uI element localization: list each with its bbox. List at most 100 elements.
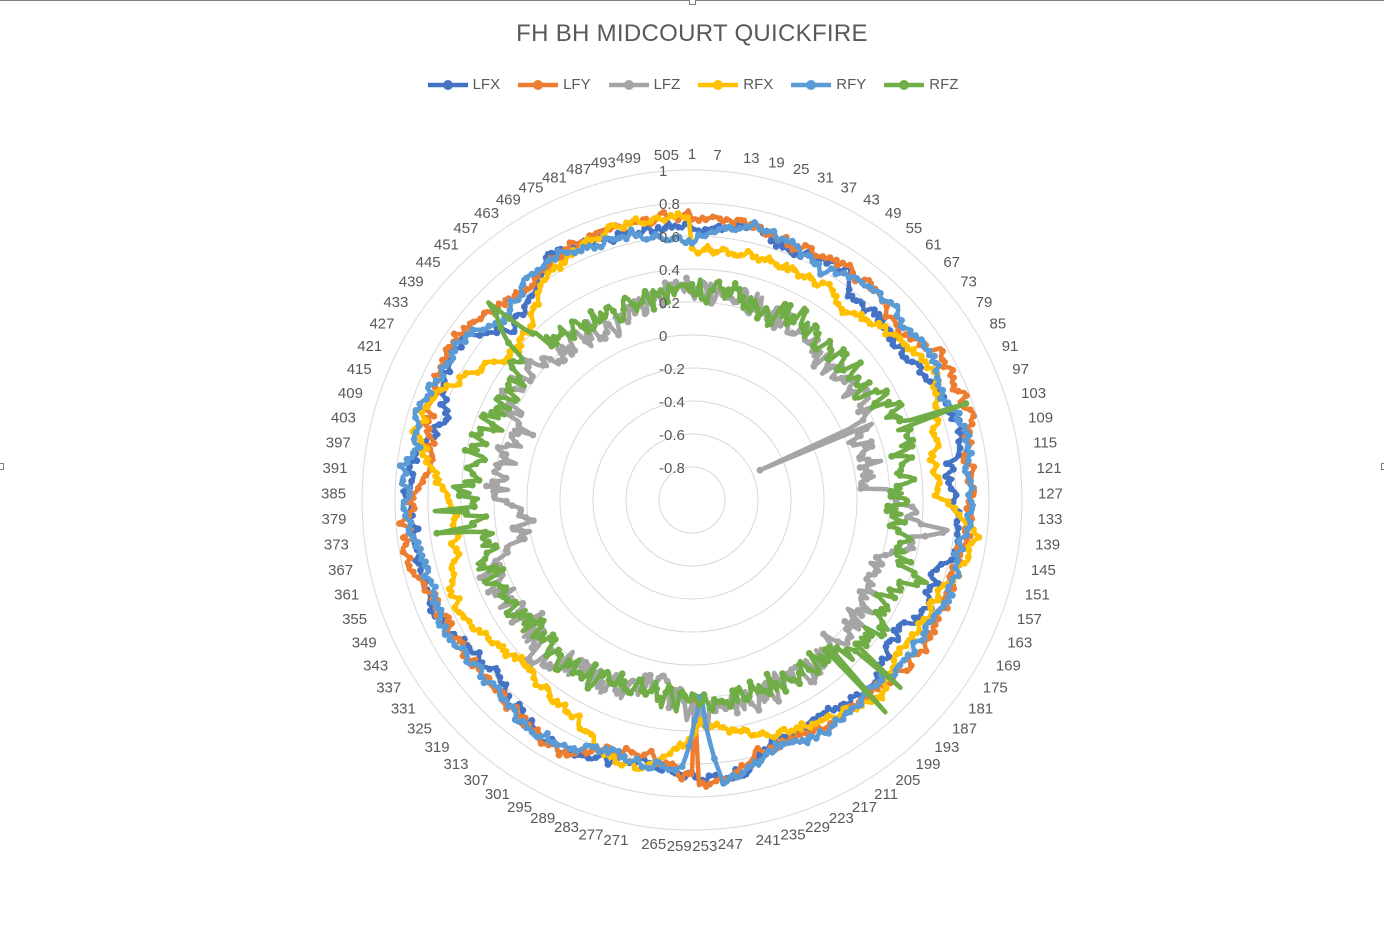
data-point [888, 452, 895, 460]
data-point [482, 629, 490, 637]
data-point [604, 761, 612, 768]
radial-tick-label: -0.4 [659, 394, 685, 411]
data-point [891, 594, 899, 602]
data-point [833, 366, 841, 373]
data-point [782, 688, 790, 695]
data-point [922, 647, 930, 655]
category-label: 247 [718, 836, 743, 853]
data-point [519, 311, 527, 319]
data-point [964, 457, 972, 464]
data-point [539, 362, 546, 369]
data-point [723, 216, 731, 223]
data-point [964, 511, 971, 519]
data-point [853, 297, 860, 305]
data-point [887, 492, 895, 500]
data-point [660, 216, 668, 224]
data-point [935, 593, 942, 601]
data-point [455, 486, 463, 494]
legend-item-rfy[interactable]: RFY [789, 76, 866, 93]
category-label: 151 [1025, 587, 1050, 604]
data-point [671, 767, 679, 774]
data-point [518, 653, 525, 661]
legend-item-rfz[interactable]: RFZ [882, 76, 958, 93]
data-point [866, 320, 874, 327]
data-point [526, 358, 534, 365]
legend-item-rfx[interactable]: RFX [696, 76, 773, 93]
data-point [477, 427, 484, 435]
data-point [450, 515, 458, 523]
data-point [906, 425, 914, 433]
data-point [665, 761, 673, 768]
data-point [737, 727, 745, 735]
data-point [843, 639, 851, 647]
data-point [530, 304, 537, 312]
data-point [848, 292, 856, 300]
data-point [469, 470, 477, 478]
data-point [861, 315, 869, 323]
data-point [563, 751, 571, 759]
data-point [547, 355, 554, 363]
resize-handle-left[interactable] [0, 463, 4, 470]
data-point [656, 694, 664, 702]
data-point [798, 324, 806, 331]
data-point [927, 571, 935, 578]
resize-handle-right[interactable] [1381, 463, 1384, 470]
data-point [820, 660, 828, 668]
data-point [500, 593, 507, 601]
category-label: 253 [692, 838, 717, 855]
data-point [943, 460, 950, 468]
data-point [564, 709, 571, 716]
data-point [641, 287, 649, 295]
data-point [933, 566, 941, 573]
data-point [568, 318, 576, 326]
data-point [912, 509, 920, 516]
data-point [495, 642, 503, 650]
data-point [788, 727, 795, 735]
data-point [912, 332, 919, 339]
data-point [566, 239, 574, 247]
legend-item-lfx[interactable]: LFX [426, 76, 500, 93]
data-point [956, 511, 963, 519]
data-point [620, 224, 627, 232]
data-point [544, 257, 552, 265]
data-point [458, 343, 465, 351]
data-point [505, 339, 512, 347]
data-point [688, 239, 696, 247]
data-point [446, 368, 454, 376]
data-point [448, 564, 456, 572]
category-label: 133 [1037, 511, 1062, 528]
data-point [456, 373, 463, 381]
data-point [509, 524, 517, 532]
data-point [786, 739, 793, 746]
data-point [430, 591, 438, 598]
data-point [505, 703, 512, 710]
category-label: 325 [407, 720, 432, 737]
data-point [622, 744, 630, 752]
data-point [878, 560, 886, 568]
series-line-rfy [398, 220, 976, 786]
data-point [635, 231, 643, 238]
data-point [525, 363, 532, 371]
category-label: 25 [793, 161, 810, 178]
data-point [965, 491, 972, 499]
legend-item-lfz[interactable]: LFZ [607, 76, 680, 93]
data-point [402, 470, 410, 477]
legend-item-lfy[interactable]: LFY [516, 76, 591, 93]
category-label: 235 [781, 826, 806, 843]
data-point [858, 612, 866, 619]
data-point [955, 451, 963, 459]
data-point [560, 349, 568, 357]
category-label: 193 [934, 739, 959, 756]
data-point [750, 731, 758, 739]
data-point [716, 698, 723, 706]
data-point [480, 679, 488, 687]
data-point [667, 212, 675, 220]
data-point [906, 536, 914, 543]
data-point [794, 243, 801, 250]
data-point [537, 684, 545, 691]
resize-handle-top[interactable] [689, 0, 696, 5]
data-point [858, 606, 866, 614]
data-point [437, 401, 444, 408]
data-point [492, 542, 499, 549]
data-point [787, 302, 794, 309]
